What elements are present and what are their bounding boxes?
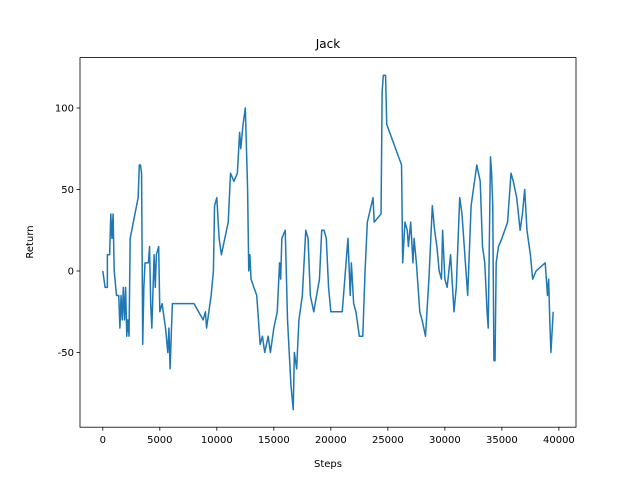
x-tick-label: 10000	[201, 435, 233, 446]
y-tick-label: 0	[68, 267, 74, 278]
y-tick-label: 50	[61, 185, 74, 196]
x-tick-label: 25000	[372, 435, 404, 446]
x-tick-label: 40000	[543, 435, 575, 446]
x-tick-label: 20000	[315, 435, 347, 446]
axes-frame	[79, 57, 577, 428]
data-line	[102, 74, 554, 411]
x-tick-label: 5000	[147, 435, 172, 446]
y-axis-label: Return	[25, 225, 36, 258]
x-tick-label: 0	[100, 435, 106, 446]
x-axis-label: Steps	[314, 459, 342, 470]
x-tick-label: 30000	[429, 435, 461, 446]
chart-title: Jack	[315, 37, 340, 51]
y-tick-label: 100	[55, 103, 74, 114]
y-tick-label: -50	[58, 348, 74, 359]
x-tick-label: 35000	[486, 435, 518, 446]
x-tick-label: 15000	[258, 435, 290, 446]
